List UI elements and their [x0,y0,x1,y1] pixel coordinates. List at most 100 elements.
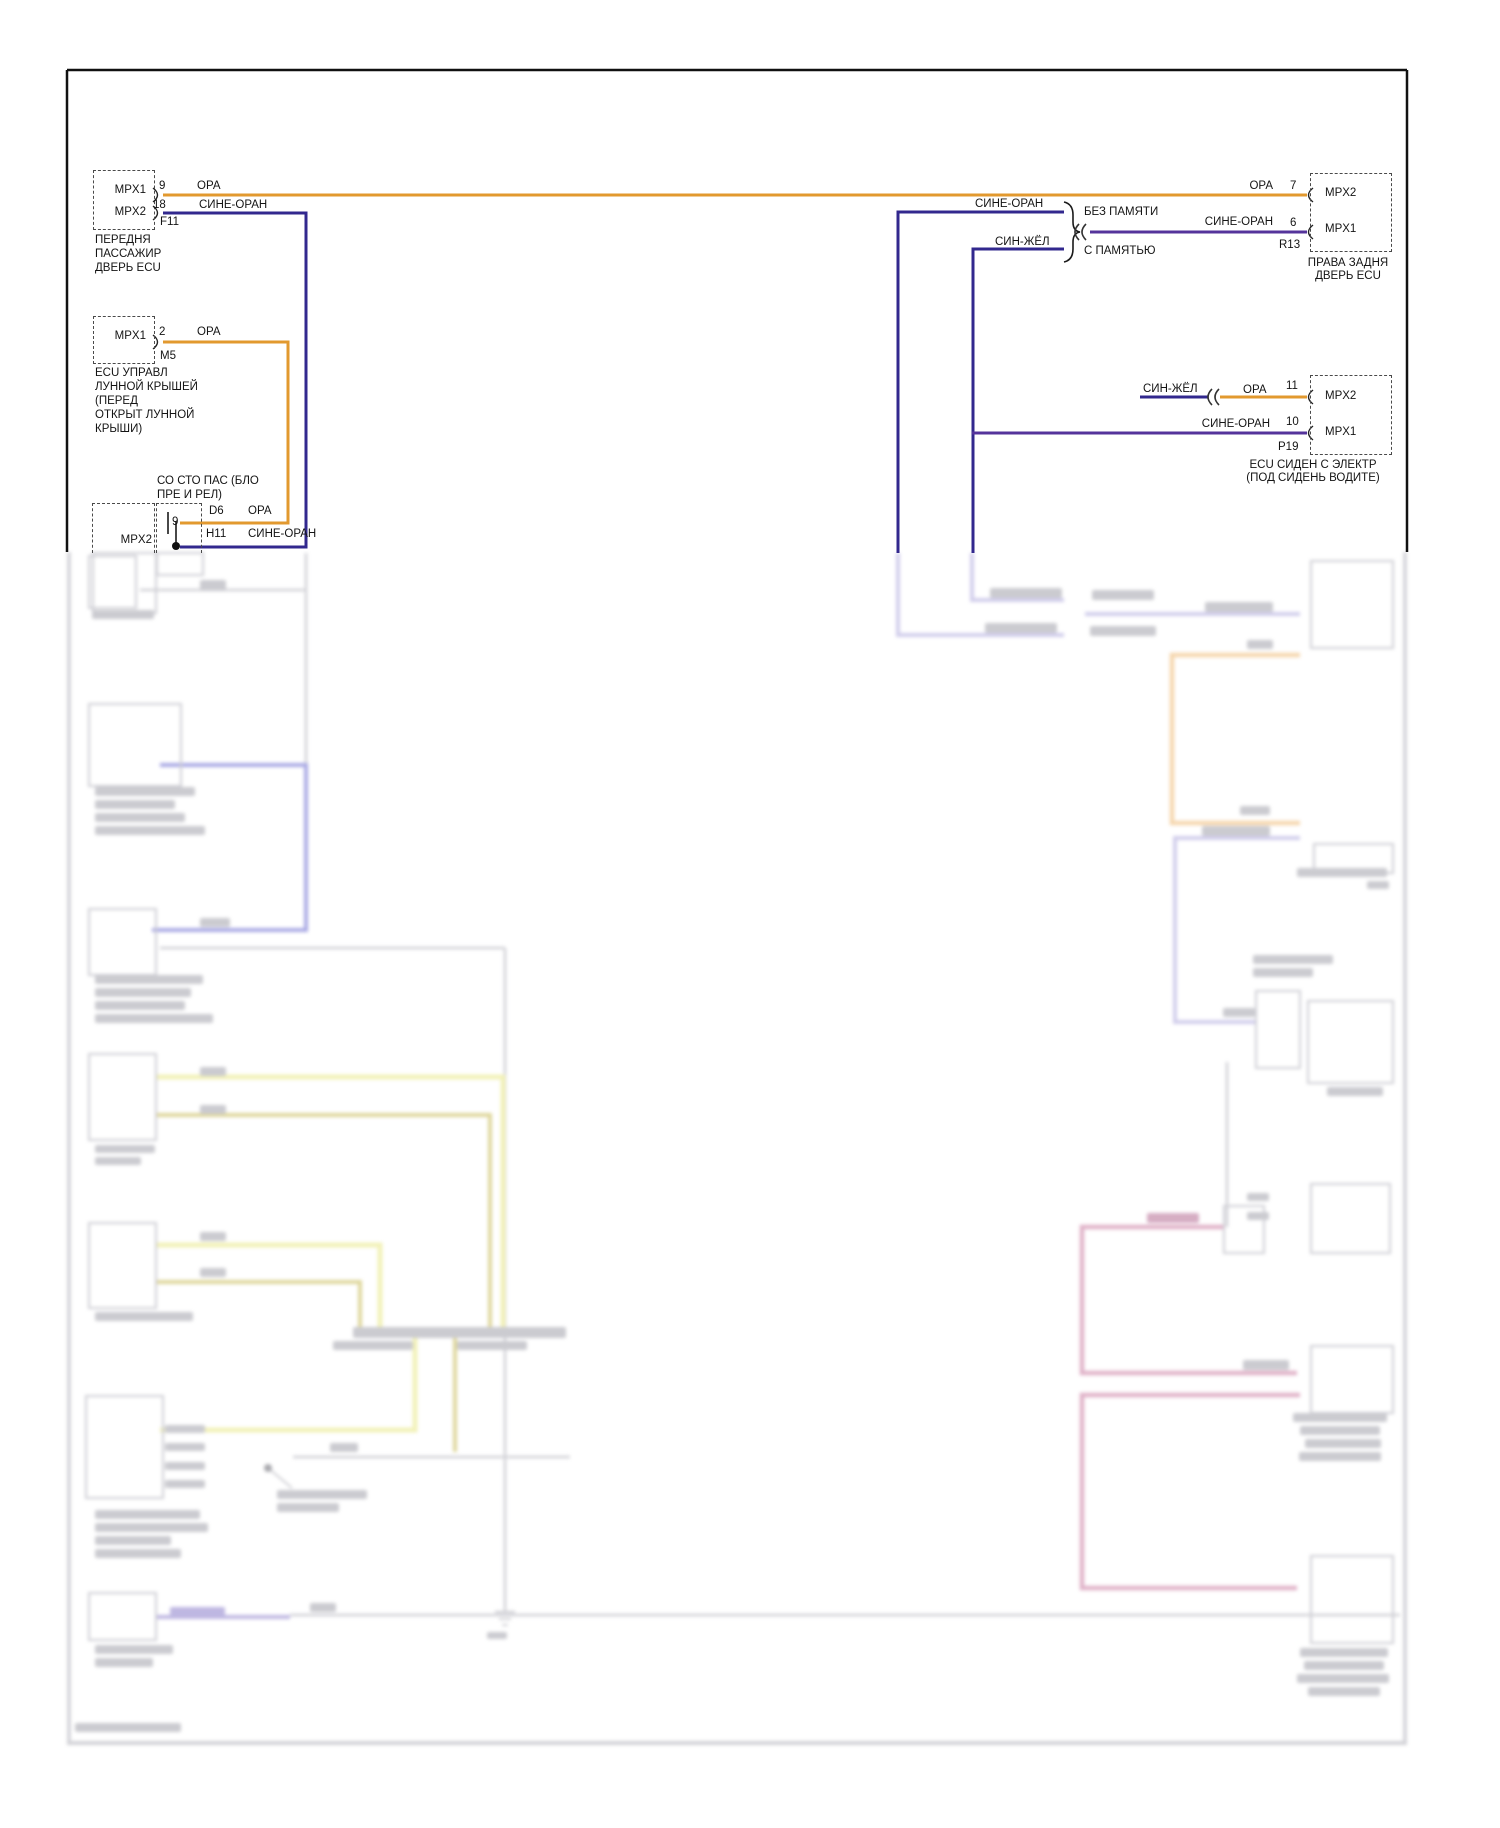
connector-code: H11 [206,528,227,540]
ghost-text [1247,1193,1269,1201]
wire-label-sine-oran: СИНЕ-ОРАН [1204,216,1273,228]
ghost-text [1243,1360,1289,1370]
pin-row-label: MPX2 [1325,187,1357,199]
connector-code: P19 [1278,441,1299,453]
ghost-text [95,1658,153,1667]
connector-box-r13 [1310,173,1392,252]
ghost-text [200,1232,226,1241]
box-caption: ПЕРЕДНЯ ПАССАЖИР ДВЕРЬ ECU [95,234,162,274]
connector-code: D6 [209,505,224,517]
ghost-text [1202,826,1270,836]
ghost-text [1240,806,1270,815]
ghost-text [1253,955,1333,964]
pin-row-label: MPX2 [120,534,152,546]
ghost-text [1299,1452,1381,1461]
ghost-text [457,1341,527,1350]
option-no-memory: БЕЗ ПАМЯТИ [1084,206,1159,218]
ghost-connector-box [1310,1183,1391,1254]
wire-label-ora: ОРА [1243,384,1267,396]
ghost-connector-box [1223,1205,1265,1254]
ghost-text [985,623,1057,633]
pin-number: 10 [1286,416,1299,428]
ghost-connector-box [88,555,137,609]
ghost-connector-box [1255,990,1301,1069]
connector-box-junction-outer [92,503,155,553]
connector-code: F11 [160,216,179,228]
ghost-text [95,975,203,984]
wire-label-sine-oran: СИНЕ-ОРАН [199,199,268,211]
ghost-text [333,1341,413,1350]
connector-code: R13 [1279,239,1301,251]
ghost-text [95,1536,171,1545]
box-caption: ECU УПРАВЛ ЛУННОЙ КРЫШЕЙ (ПЕРЕД ОТКРЫТ Л… [95,367,198,435]
ghost-text [1305,1439,1381,1448]
connector-box-junction-inner [156,503,202,553]
ghost-text [1223,1008,1255,1017]
pin-number: 7 [1290,180,1297,192]
ghost-text [200,1105,226,1114]
pin-row-label: MPX2 [1325,390,1357,402]
wire-label-sin-zhel: СИН-ЖЁЛ [995,236,1050,248]
ghost-text [95,813,185,822]
ghost-text [75,1723,181,1732]
connector-box-m5 [93,316,155,364]
ghost-connector-box [1307,1000,1394,1084]
ghost-text [95,1014,213,1023]
ghost-text [1247,1212,1269,1220]
ghost-text [165,1462,205,1470]
ghost-text [95,1157,141,1165]
ghost-text [1147,1213,1199,1223]
ghost-text [1090,626,1156,636]
pin-row-label: MPX1 [1325,426,1357,438]
wire-label-sine-oran: СИНЕ-ОРАН [1201,418,1270,430]
ghost-text [353,1327,566,1338]
ghost-text [1300,1426,1380,1435]
ghost-text [1092,590,1154,600]
ghost-text [95,800,175,809]
ghost-connector-box [92,552,157,614]
ghost-text [95,1523,208,1532]
box-caption: ПРАВА ЗАДНЯ ДВЕРЬ ECU [1307,257,1389,282]
ghost-connector-box [1310,1555,1394,1644]
ghost-text [1308,1687,1380,1696]
ghost-connector-box [88,908,157,976]
ghost-text [1327,1087,1383,1096]
ghost-text [165,1443,205,1451]
ghost-text [95,1001,185,1010]
ghost-connector-box [1310,1345,1394,1414]
pin-number: 6 [1290,217,1297,229]
wire-label-ora: ОРА [248,505,272,517]
ghost-connector-box [88,1222,157,1309]
option-with-memory: С ПАМЯТЬЮ [1084,245,1156,257]
wire-label-ora: ОРА [197,180,221,192]
ghost-text [170,1607,225,1617]
ghost-text [200,580,226,590]
ghost-text [1297,868,1387,877]
ghost-text [1297,1674,1389,1683]
ghost-text [95,1645,173,1654]
ghost-text [310,1603,336,1612]
pin-number: 11 [1286,380,1298,392]
ghost-text [1253,968,1313,977]
pin-number: 9 [159,180,166,192]
wire-label-ora: ОРА [1249,180,1273,192]
pin-row-label: MPX1 [114,184,146,196]
pin-row-label: MPX1 [1325,223,1357,235]
ghost-text [95,826,205,835]
ghost-connector-box [88,1053,157,1141]
ghost-connector-box [88,1592,157,1641]
box-caption: ECU СИДЕН С ЭЛЕКТР (ПОД СИДЕНЬ ВОДИТЕ) [1246,459,1380,484]
box-caption: СО СТО ПАС (БЛО ПРЕ И РЕЛ) [157,475,259,501]
ghost-text [165,1425,205,1433]
ghost-text [1293,1413,1387,1422]
ghost-text [95,988,191,997]
ghost-text [1304,1661,1384,1670]
ghost-text [95,787,195,796]
pin-number: 2 [159,326,166,338]
connector-box-f11 [93,170,155,230]
ghost-text [92,610,154,619]
ghost-text [200,1268,226,1277]
